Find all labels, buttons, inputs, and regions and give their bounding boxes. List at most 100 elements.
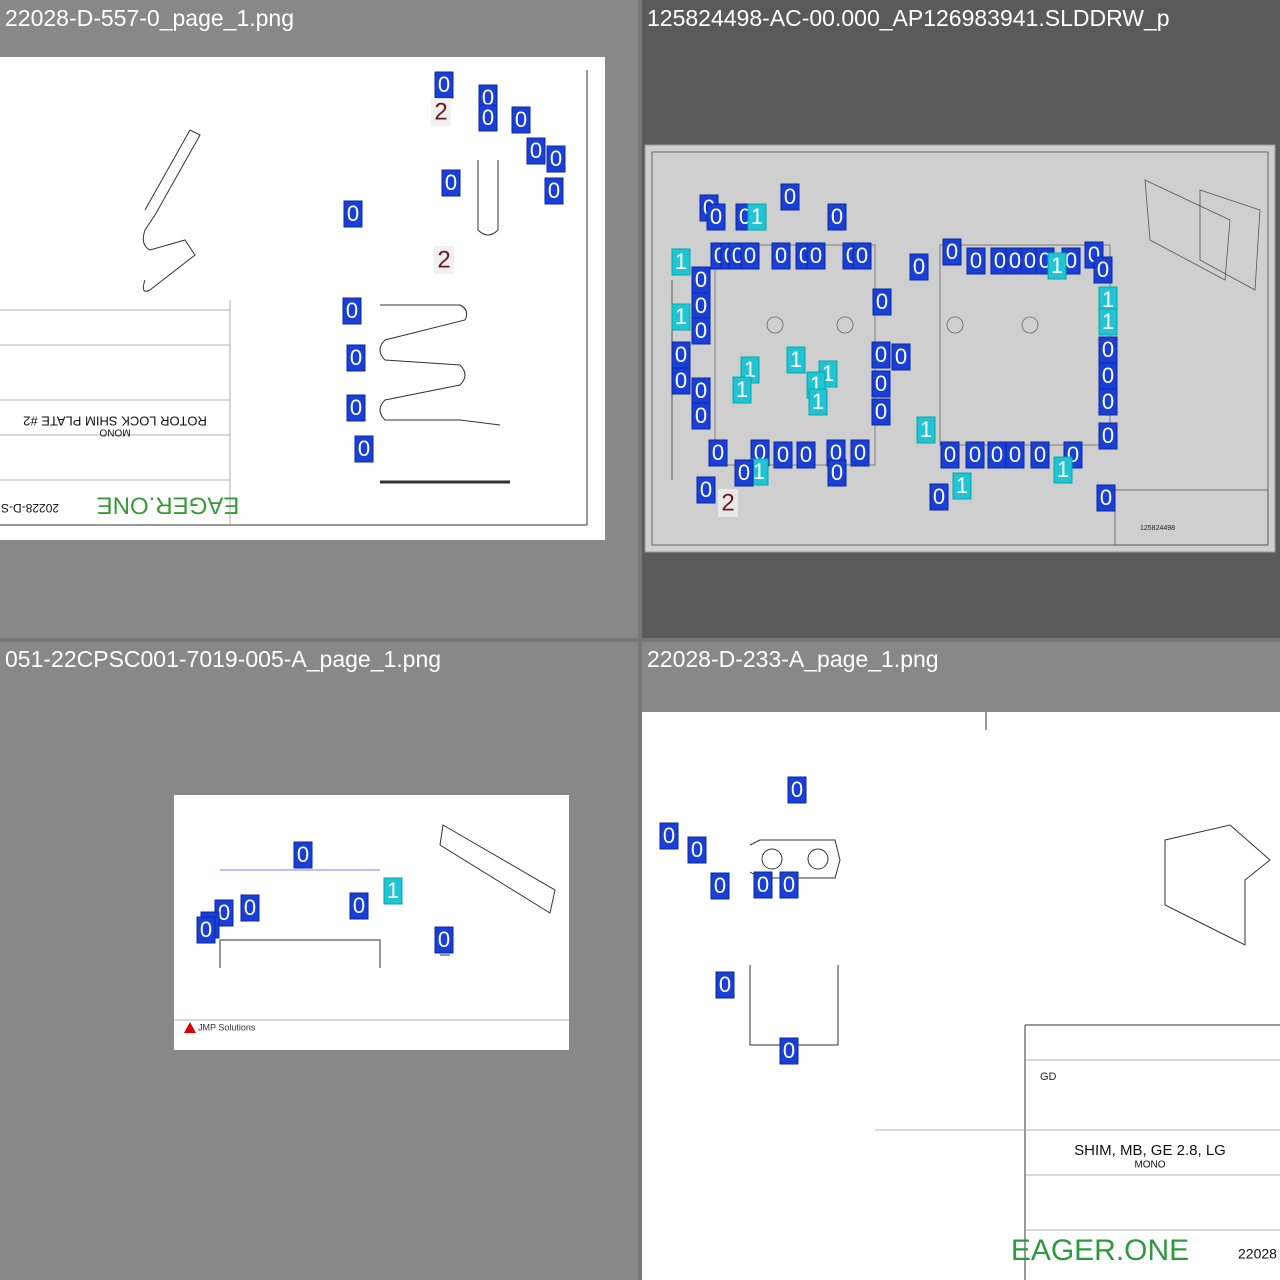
- class-label: 0: [712, 440, 724, 465]
- class-label: 0: [875, 399, 887, 424]
- class-label: 0: [695, 378, 707, 403]
- annotation-box: [293, 841, 313, 869]
- annotation-box: [715, 971, 735, 999]
- class-label: 0: [482, 105, 494, 130]
- class-label: 0: [738, 460, 750, 485]
- annotation-box: [909, 253, 929, 281]
- logo-text: JMP Solutions: [198, 1022, 256, 1032]
- class-label: 0: [719, 972, 731, 997]
- class-label: 0: [831, 204, 843, 229]
- annotation-box: [696, 476, 716, 504]
- annotation-box: [852, 242, 872, 270]
- annotation-box: [871, 370, 891, 398]
- drawing-sheet: [642, 712, 1280, 1280]
- class-label: 0: [663, 823, 675, 848]
- annotation-box: [786, 346, 806, 374]
- class-label: 0: [1102, 363, 1114, 388]
- annotation-box: [952, 472, 972, 500]
- annotation-box: [346, 344, 366, 372]
- class-label: 0: [1100, 485, 1112, 510]
- panel-title: 125824498-AC-00.000_AP126983941.SLDDRW_p: [647, 5, 1170, 31]
- class-label: 0: [1102, 389, 1114, 414]
- class-label: 0: [944, 442, 956, 467]
- class-label: 0: [1034, 442, 1046, 467]
- class-label: 1: [387, 878, 399, 903]
- annotation-box: [346, 394, 366, 422]
- drawing-text: GD: [1040, 1071, 1057, 1083]
- label-bg: [434, 246, 454, 274]
- class-label: 0: [710, 204, 722, 229]
- annotation-box: [771, 242, 791, 270]
- annotation-box: [671, 303, 691, 331]
- annotation-box: [546, 145, 566, 173]
- annotation-box: [779, 1037, 799, 1065]
- class-label: 0: [714, 873, 726, 898]
- annotation-box: [872, 288, 892, 316]
- annotation-box: [773, 441, 793, 469]
- annotation-box: [779, 871, 799, 899]
- annotation-box: [827, 203, 847, 231]
- class-label: 0: [946, 239, 958, 264]
- class-label: 0: [970, 248, 982, 273]
- label-bg: [431, 98, 451, 126]
- annotation-box: [929, 483, 949, 511]
- annotation-box: [780, 183, 800, 211]
- class-label: 0: [784, 184, 796, 209]
- annotation-box: [526, 137, 546, 165]
- label-bg: [718, 489, 738, 517]
- drawing-lines: [749, 712, 1280, 1280]
- class-label: 0: [695, 267, 707, 292]
- class-label: 0: [1102, 337, 1114, 362]
- class-label: 0: [969, 442, 981, 467]
- annotation-box: [196, 916, 216, 944]
- class-label: 1: [744, 357, 756, 382]
- annotation-box: [747, 203, 767, 231]
- class-label: 0: [933, 484, 945, 509]
- annotation-box: [691, 402, 711, 430]
- class-label: 0: [777, 442, 789, 467]
- class-label: 0: [876, 289, 888, 314]
- class-label: 1: [675, 304, 687, 329]
- annotation-box: [740, 242, 760, 270]
- class-label: 0: [1102, 423, 1114, 448]
- class-label: 0: [700, 477, 712, 502]
- class-label: 1: [675, 249, 687, 274]
- annotation-box: [706, 203, 726, 231]
- annotation-box: [544, 177, 564, 205]
- class-label: 0: [438, 927, 450, 952]
- annotation-box: [850, 439, 870, 467]
- annotation-box: [342, 297, 362, 325]
- class-label: 0: [757, 872, 769, 897]
- drawing-subtitle: MONO: [99, 426, 130, 437]
- class-label: 0: [353, 893, 365, 918]
- annotation-box: [343, 200, 363, 228]
- class-label: 0: [830, 440, 842, 465]
- class-label: 0: [482, 85, 494, 110]
- class-label: 0: [358, 436, 370, 461]
- annotation-box: [659, 822, 679, 850]
- class-label: 0: [695, 318, 707, 343]
- class-label: 1: [1102, 287, 1114, 312]
- class-label: 2: [437, 246, 450, 273]
- drawing-sheet: [0, 57, 605, 540]
- panel-title: 22028-D-233-A_page_1.png: [647, 646, 939, 672]
- panel-title: 051-22CPSC001-7019-005-A_page_1.png: [5, 646, 441, 672]
- class-label: 0: [548, 178, 560, 203]
- class-label: 0: [297, 842, 309, 867]
- class-label: 0: [913, 254, 925, 279]
- annotation-box: [1093, 256, 1113, 284]
- class-label: 1: [753, 459, 765, 484]
- class-label: 0: [530, 138, 542, 163]
- drawing-number: 20228-D-S: [1, 501, 59, 515]
- annotation-box: [671, 367, 691, 395]
- class-label: 1: [736, 377, 748, 402]
- annotation-box: [383, 877, 403, 905]
- class-label: 0: [350, 395, 362, 420]
- annotation-box: [806, 242, 826, 270]
- class-label: 0: [875, 342, 887, 367]
- class-label: 0: [346, 298, 358, 323]
- class-label: 1: [1051, 253, 1063, 278]
- class-label: 0: [783, 872, 795, 897]
- class-label: 1: [920, 417, 932, 442]
- class-label: 0: [675, 368, 687, 393]
